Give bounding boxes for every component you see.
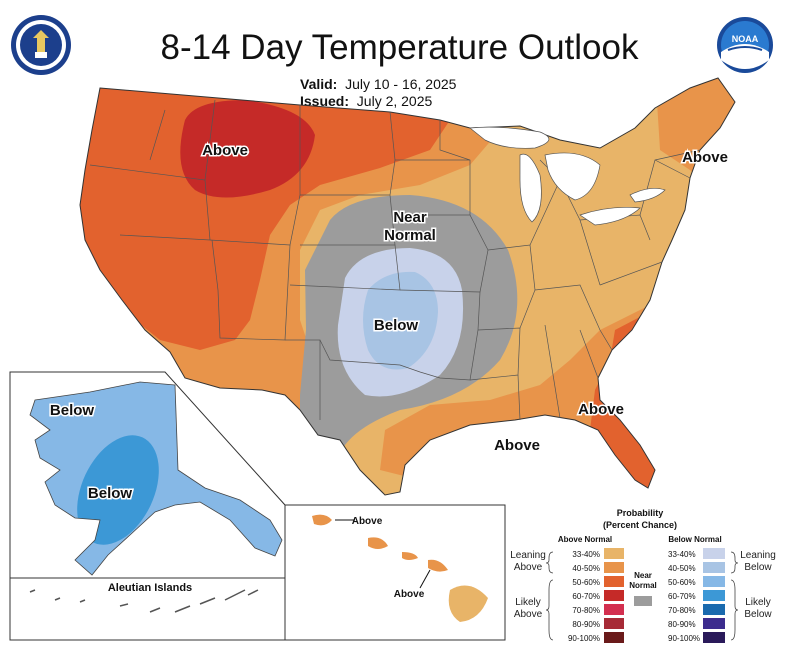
legend-below-swatch bbox=[703, 548, 725, 559]
legend-above-swatch bbox=[604, 576, 624, 587]
great-lakes bbox=[469, 126, 666, 226]
legend-above-bin-label: 40-50% bbox=[572, 564, 600, 573]
state-boundaries bbox=[79, 77, 736, 496]
seal-icon bbox=[11, 15, 71, 75]
label-hi-above-2: Above bbox=[394, 589, 425, 600]
legend-leaning-below-1: Leaning bbox=[740, 550, 776, 561]
label-above-ne: Above bbox=[682, 149, 728, 166]
legend-title-1: Probability bbox=[617, 508, 664, 518]
legend-likely-above-1: Likely bbox=[515, 597, 541, 608]
legend-near-header-2: Normal bbox=[629, 581, 657, 590]
label-hi-above-1: Above bbox=[352, 516, 383, 527]
issued-label: Issued: bbox=[300, 93, 350, 109]
issued-date: July 2, 2025 bbox=[356, 93, 433, 109]
legend-above-bin-label: 60-70% bbox=[572, 592, 600, 601]
label-above-gulf: Above bbox=[494, 437, 540, 454]
legend-below-bin-label: 80-90% bbox=[668, 620, 696, 629]
legend-below-bin-label: 60-70% bbox=[668, 592, 696, 601]
legend-below-swatch bbox=[703, 604, 725, 615]
legend-below-swatch bbox=[703, 562, 725, 573]
legend-likely-below-1: Likely bbox=[745, 597, 771, 608]
legend-below-swatch bbox=[703, 618, 725, 629]
map-labels: Above Above Near Normal Below Above Abov… bbox=[48, 141, 729, 601]
alaska-inset bbox=[9, 371, 286, 641]
legend-near-header-1: Near bbox=[634, 571, 652, 580]
legend-likely-below-2: Below bbox=[744, 609, 772, 620]
legend-below-bin-label: 40-50% bbox=[668, 564, 696, 573]
legend-below-bin-label: 70-80% bbox=[668, 606, 696, 615]
label-above-se: Above bbox=[578, 401, 624, 418]
legend-near-swatch bbox=[634, 596, 652, 606]
legend-below-swatch bbox=[703, 576, 725, 587]
noaa-logo-icon: NOAA bbox=[717, 17, 773, 73]
legend-below-bin-label: 90-100% bbox=[668, 634, 700, 643]
legend-above-bin-label: 50-60% bbox=[572, 578, 600, 587]
legend-leaning-above-1: Leaning bbox=[510, 550, 546, 561]
legend-below-swatch bbox=[703, 632, 725, 643]
valid-label: Valid: bbox=[300, 76, 338, 92]
legend-above-swatch bbox=[604, 604, 624, 615]
legend-below-bin-label: 33-40% bbox=[668, 550, 696, 559]
legend-title-2: (Percent Chance) bbox=[603, 520, 677, 530]
legend-below-swatch bbox=[703, 590, 725, 601]
label-below-plains: Below bbox=[374, 317, 419, 334]
label-ak-below-w: Below bbox=[50, 402, 95, 419]
svg-text:NOAA: NOAA bbox=[732, 34, 759, 44]
legend-below-bin-label: 50-60% bbox=[668, 578, 696, 587]
label-near-1: Near bbox=[393, 209, 427, 226]
legend-above-swatch bbox=[604, 632, 624, 643]
legend-below-header: Below Normal bbox=[668, 535, 721, 544]
valid-dates: July 10 - 16, 2025 bbox=[345, 76, 457, 92]
legend-above-swatch bbox=[604, 590, 624, 601]
hawaii-inset bbox=[284, 504, 506, 641]
legend-above-swatch bbox=[604, 618, 624, 629]
valid-issued-block: Valid: July 10 - 16, 2025 Issued: July 2… bbox=[300, 76, 456, 110]
legend-likely-above-2: Above bbox=[514, 609, 543, 620]
label-ak-below-c: Below bbox=[88, 485, 133, 502]
legend-leaning-below-2: Below bbox=[744, 562, 772, 573]
legend-above-header: Above Normal bbox=[558, 535, 612, 544]
map-title: 8-14 Day Temperature Outlook bbox=[160, 28, 639, 67]
legend-above-bin-label: 33-40% bbox=[572, 550, 600, 559]
legend-above-swatch bbox=[604, 562, 624, 573]
legend-above-swatch bbox=[604, 548, 624, 559]
legend-leaning-above-2: Above bbox=[514, 562, 543, 573]
label-above-north: Above bbox=[202, 142, 248, 159]
legend-above-bin-label: 70-80% bbox=[572, 606, 600, 615]
label-near-2: Normal bbox=[384, 227, 436, 244]
legend: Probability (Percent Chance) Above Norma… bbox=[510, 508, 776, 643]
legend-above-bin-label: 90-100% bbox=[568, 634, 600, 643]
legend-above-bin-label: 80-90% bbox=[572, 620, 600, 629]
label-aleutian: Aleutian Islands bbox=[108, 582, 192, 594]
